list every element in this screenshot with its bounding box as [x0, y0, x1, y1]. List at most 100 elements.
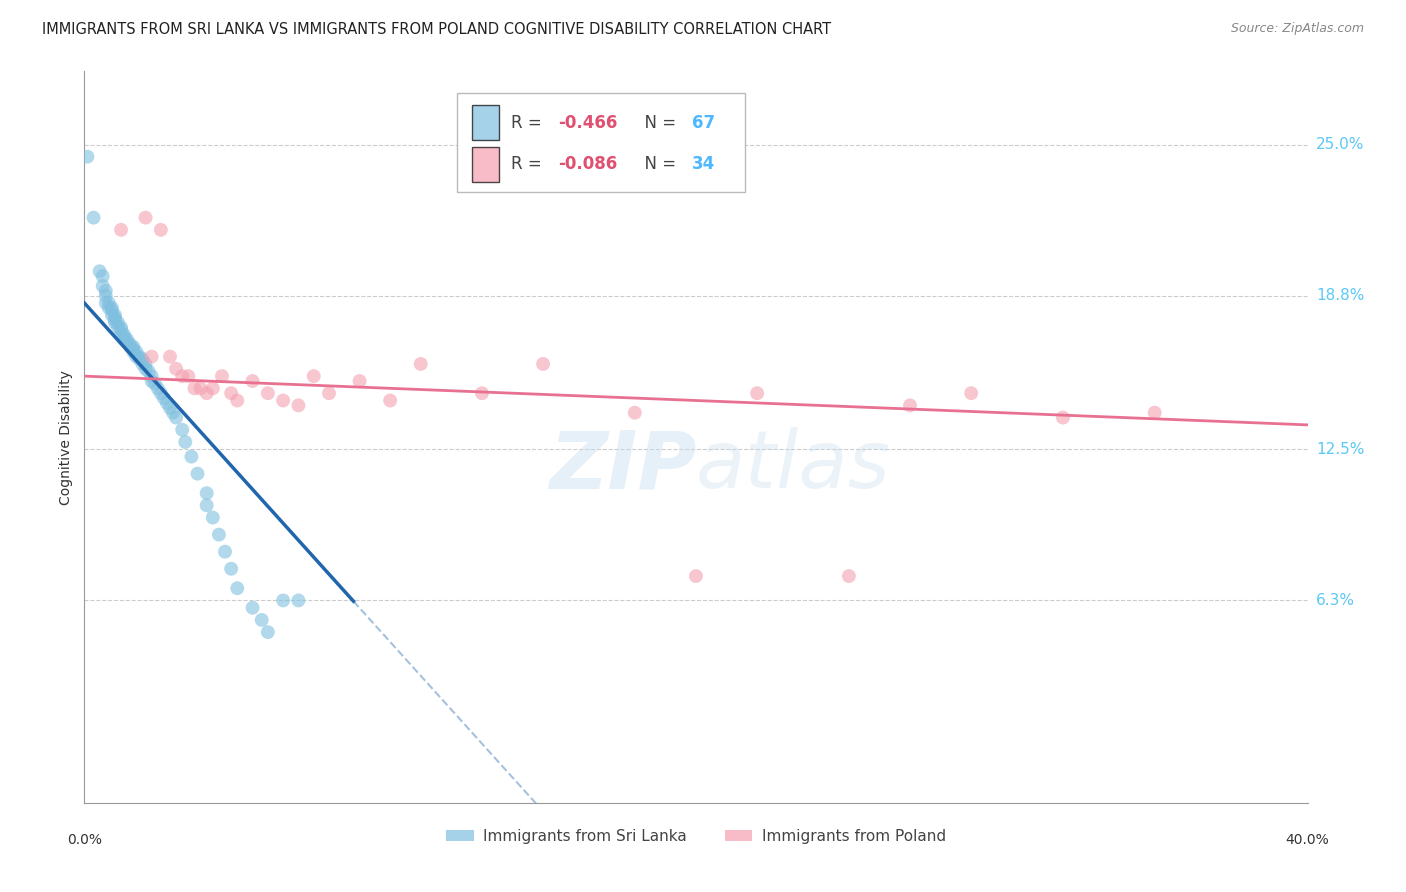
Point — [195, 386, 218, 401]
Point — [128, 352, 150, 367]
Point — [165, 361, 187, 376]
Text: atlas: atlas — [696, 427, 891, 506]
Point — [190, 381, 212, 395]
Text: 12.5%: 12.5% — [1316, 442, 1364, 457]
Point — [302, 369, 325, 384]
Point — [898, 398, 921, 412]
Point — [242, 600, 264, 615]
Point — [287, 398, 309, 412]
Point — [271, 393, 294, 408]
Point — [101, 308, 124, 322]
Text: ZIP: ZIP — [548, 427, 696, 506]
Point — [271, 593, 294, 607]
Point — [104, 316, 127, 330]
Point — [97, 301, 120, 315]
Point — [125, 350, 148, 364]
Point — [91, 269, 114, 284]
Text: -0.466: -0.466 — [558, 114, 617, 132]
Point — [380, 393, 402, 408]
Point — [141, 374, 163, 388]
Point — [94, 284, 117, 298]
Point — [89, 264, 111, 278]
Point — [747, 386, 769, 401]
Point — [131, 357, 153, 371]
Point — [153, 391, 176, 405]
Point — [122, 343, 145, 357]
Point — [960, 386, 983, 401]
Point — [226, 581, 249, 595]
Point — [94, 288, 117, 302]
Point — [162, 406, 184, 420]
Point — [211, 369, 233, 384]
Point — [101, 301, 124, 315]
Text: 25.0%: 25.0% — [1316, 137, 1364, 152]
Point — [104, 310, 127, 325]
Point — [76, 150, 98, 164]
Point — [125, 344, 148, 359]
Legend: Immigrants from Sri Lanka, Immigrants from Poland: Immigrants from Sri Lanka, Immigrants fr… — [440, 822, 952, 850]
Point — [120, 337, 142, 351]
Point — [174, 434, 197, 449]
Point — [257, 625, 280, 640]
Point — [1052, 410, 1074, 425]
Point — [107, 316, 129, 330]
Point — [180, 450, 202, 464]
Point — [1143, 406, 1166, 420]
Text: 40.0%: 40.0% — [1285, 833, 1330, 847]
Point — [318, 386, 340, 401]
Point — [685, 569, 707, 583]
Point — [531, 357, 554, 371]
Point — [149, 386, 172, 401]
Point — [471, 386, 494, 401]
Point — [94, 296, 117, 310]
Point — [110, 223, 132, 237]
Point — [219, 386, 242, 401]
Point — [101, 303, 124, 318]
Point — [141, 350, 163, 364]
Text: N =: N = — [634, 114, 681, 132]
Point — [624, 406, 647, 420]
Point — [104, 313, 127, 327]
Point — [219, 562, 242, 576]
FancyBboxPatch shape — [457, 94, 745, 192]
Text: R =: R = — [512, 155, 547, 173]
Point — [149, 223, 172, 237]
Text: Source: ZipAtlas.com: Source: ZipAtlas.com — [1230, 22, 1364, 36]
Point — [83, 211, 105, 225]
Point — [159, 401, 181, 415]
Point — [110, 327, 132, 342]
Point — [122, 344, 145, 359]
Text: 18.8%: 18.8% — [1316, 288, 1364, 303]
Point — [122, 340, 145, 354]
Point — [115, 333, 138, 347]
Point — [138, 364, 160, 378]
Point — [112, 333, 135, 347]
Point — [201, 381, 224, 395]
Text: N =: N = — [634, 155, 681, 173]
Point — [183, 381, 205, 395]
Point — [172, 423, 194, 437]
Point — [250, 613, 273, 627]
Point — [409, 357, 432, 371]
FancyBboxPatch shape — [472, 105, 499, 140]
Point — [146, 381, 169, 395]
Point — [135, 357, 157, 371]
Text: R =: R = — [512, 114, 547, 132]
Text: 67: 67 — [692, 114, 716, 132]
Text: 6.3%: 6.3% — [1316, 593, 1355, 608]
Text: -0.086: -0.086 — [558, 155, 617, 173]
Point — [214, 544, 236, 558]
Point — [195, 499, 218, 513]
Point — [141, 369, 163, 384]
Point — [110, 323, 132, 337]
Point — [131, 352, 153, 367]
Point — [177, 369, 200, 384]
Point — [120, 340, 142, 354]
Point — [186, 467, 208, 481]
Point — [287, 593, 309, 607]
Point — [156, 396, 179, 410]
Point — [112, 327, 135, 342]
Point — [349, 374, 371, 388]
Point — [91, 279, 114, 293]
Point — [128, 350, 150, 364]
